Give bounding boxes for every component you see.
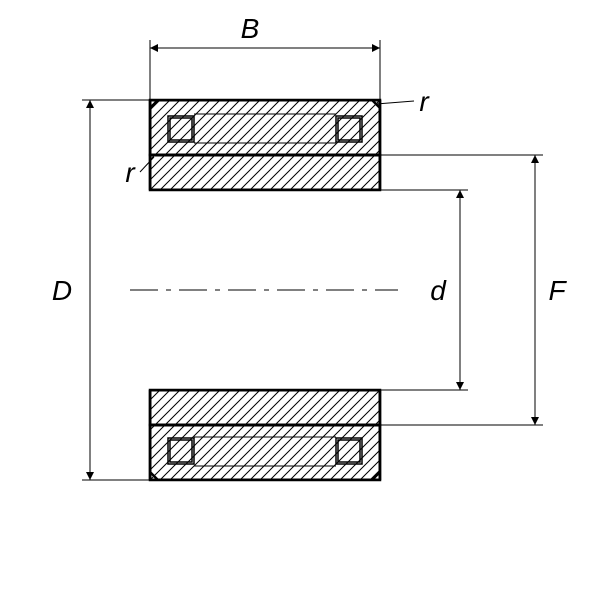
dim-label-r-top: r: [419, 86, 430, 117]
bearing-cross-section: B Dd Fr r: [0, 0, 600, 600]
dim-label-F: F: [548, 275, 567, 306]
dim-label-r-left: r: [125, 157, 136, 188]
dim-label-D: D: [52, 275, 72, 306]
dim-label-d: d: [430, 275, 447, 306]
dim-label-B: B: [241, 13, 260, 44]
